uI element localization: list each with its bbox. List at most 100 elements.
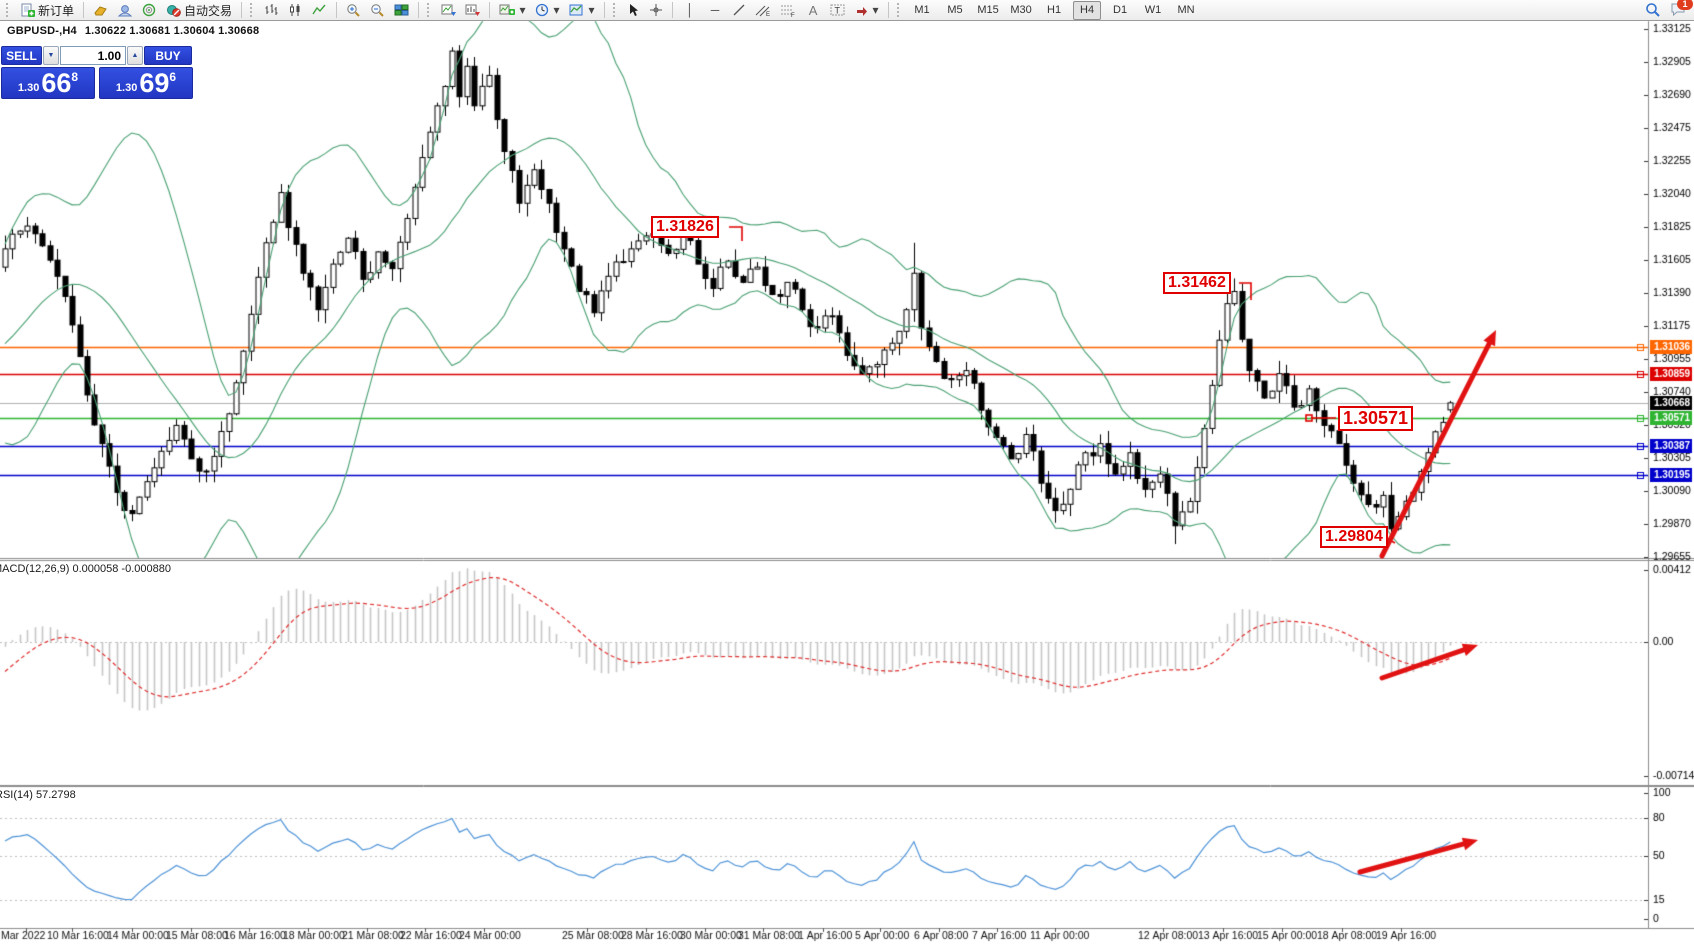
timeframe-m1[interactable]: M1 — [914, 4, 930, 16]
indicators-icon — [499, 4, 516, 15]
svg-text:F: F — [791, 13, 795, 17]
autotrading-icon — [167, 5, 181, 17]
cursor-button[interactable] — [624, 1, 643, 19]
svg-text:T: T — [835, 6, 841, 16]
vertical-line-icon: │ — [686, 3, 694, 17]
indicators-button[interactable]: ▾ — [496, 1, 529, 19]
sell-button[interactable]: SELL — [1, 46, 42, 65]
mail-icon — [117, 4, 133, 16]
toolbar-grip — [6, 3, 12, 17]
zoom-out-button[interactable] — [367, 1, 388, 19]
chart-title: GBPUSD-,H4 1.30622 1.30681 1.30604 1.3066… — [7, 25, 259, 37]
one-click-trading-panel: SELL ▼ ▲ BUY 1.30 66 8 1.30 69 6 — [1, 46, 193, 99]
lot-decrease-button[interactable]: ▼ — [43, 46, 59, 65]
channel-button[interactable]: E — [752, 1, 774, 19]
dropdown-arrow-icon: ▾ — [872, 3, 879, 17]
timeframe-h1[interactable]: H1 — [1047, 4, 1062, 16]
sell-price-prefix: 1.30 — [17, 82, 40, 94]
clock-icon — [535, 3, 549, 17]
price-annotation[interactable]: 1.29804 — [1320, 526, 1388, 549]
signals-button[interactable] — [139, 1, 160, 19]
new-order-button[interactable]: 新订单 — [17, 1, 77, 19]
fibonacci-button[interactable]: F — [777, 1, 799, 19]
line-chart-button[interactable] — [309, 1, 330, 19]
timeframe-m5[interactable]: M5 — [947, 4, 963, 16]
new-chart-icon — [441, 4, 457, 16]
periods-button[interactable]: ▾ — [532, 1, 563, 19]
macd-indicator-label: MACD(12,26,9) 0.000058 -0.000880 — [0, 563, 171, 575]
profiles-icon — [465, 4, 481, 16]
timeframe-m15[interactable]: M15 — [977, 4, 999, 16]
templates-icon — [569, 4, 583, 16]
search-button[interactable] — [1642, 1, 1664, 19]
fibonacci-icon: F — [781, 5, 795, 17]
timeframe-mn[interactable]: MN — [1177, 4, 1195, 16]
buy-price-big: 69 — [139, 68, 170, 98]
svg-text:E: E — [766, 12, 770, 17]
notification-badge: 1 — [1677, 0, 1693, 10]
channel-icon: E — [755, 5, 770, 17]
templates-button[interactable]: ▾ — [566, 1, 598, 19]
new-chart-button[interactable] — [438, 1, 459, 19]
horizontal-line-button[interactable]: ─ — [704, 1, 726, 19]
sell-price-button[interactable]: 1.30 66 8 — [1, 67, 95, 99]
autotrading-label: 自动交易 — [184, 3, 233, 18]
search-icon — [1646, 3, 1660, 17]
tile-windows-icon — [394, 4, 409, 16]
bar-chart-button[interactable] — [261, 1, 282, 19]
line-chart-icon — [312, 4, 326, 15]
buy-button[interactable]: BUY — [144, 46, 192, 65]
crosshair-button[interactable] — [646, 1, 666, 19]
shapes-button[interactable]: ▾ — [852, 1, 882, 19]
dropdown-arrow-icon: ▾ — [519, 3, 526, 17]
dropdown-arrow-icon: ▾ — [588, 3, 595, 17]
timeframe-w1[interactable]: W1 — [1144, 4, 1162, 16]
notifications-button[interactable]: 1 — [1670, 0, 1693, 18]
trendline-button[interactable] — [729, 1, 749, 19]
horizontal-line-icon: ─ — [710, 3, 720, 17]
new-order-label: 新订单 — [38, 3, 75, 18]
dropdown-arrow-icon: ▾ — [553, 3, 560, 17]
cursor-icon — [630, 4, 639, 16]
shapes-arrow-icon — [857, 7, 868, 16]
price-annotation[interactable]: 1.31826 — [651, 216, 719, 239]
mail-button[interactable] — [114, 1, 136, 19]
spinner-up-icon: ▲ — [131, 52, 139, 59]
buy-price-button[interactable]: 1.30 69 6 — [99, 67, 193, 99]
price-annotation[interactable]: 1.30571 — [1338, 406, 1414, 431]
new-order-icon — [21, 3, 35, 17]
sell-price-big: 66 — [41, 68, 72, 98]
vertical-line-button[interactable]: │ — [679, 1, 701, 19]
candlestick-chart-button[interactable] — [285, 1, 306, 19]
price-annotation[interactable]: 1.31462 — [1163, 272, 1231, 295]
lot-increase-button[interactable]: ▲ — [127, 46, 143, 65]
text-button[interactable]: A — [802, 1, 824, 19]
sell-price-sup: 8 — [71, 70, 79, 84]
profiles-button[interactable] — [462, 1, 483, 19]
ohlc-values: 1.30622 1.30681 1.30604 1.30668 — [84, 25, 260, 37]
gold-seal-button[interactable] — [90, 1, 111, 19]
lot-size-input[interactable] — [60, 46, 126, 65]
buy-price-prefix: 1.30 — [115, 82, 138, 94]
bar-chart-icon — [265, 4, 278, 15]
tile-windows-button[interactable] — [391, 1, 412, 19]
timeframe-h4[interactable]: H4 — [1073, 0, 1102, 20]
spinner-down-icon: ▼ — [47, 52, 55, 59]
signals-icon — [142, 3, 156, 17]
toolbar: 新订单 自动交易 ▾ ▾ ▾ │ ─ E F A T ▾ M1 M5 M15 M30 H… — [0, 0, 1694, 21]
zoom-out-icon — [371, 3, 384, 17]
timeframe-m30[interactable]: M30 — [1010, 4, 1032, 16]
rsi-indicator-label: RSI(14) 57.2798 — [0, 789, 76, 801]
timeframe-d1[interactable]: D1 — [1113, 4, 1128, 16]
autotrading-button[interactable]: 自动交易 — [163, 1, 235, 19]
trendline-icon — [733, 4, 745, 16]
text-label-icon: T — [830, 4, 845, 16]
buy-price-sup: 6 — [169, 70, 177, 84]
gold-seal-icon — [94, 5, 107, 15]
zoom-in-button[interactable] — [343, 1, 364, 19]
text-label-button[interactable]: T — [827, 1, 849, 19]
crosshair-icon — [650, 4, 663, 16]
timeframe-bar: M1 M5 M15 M30 H1 H4 D1 W1 MN — [908, 0, 1200, 20]
symbol-period-label: GBPUSD-,H4 — [7, 25, 77, 37]
